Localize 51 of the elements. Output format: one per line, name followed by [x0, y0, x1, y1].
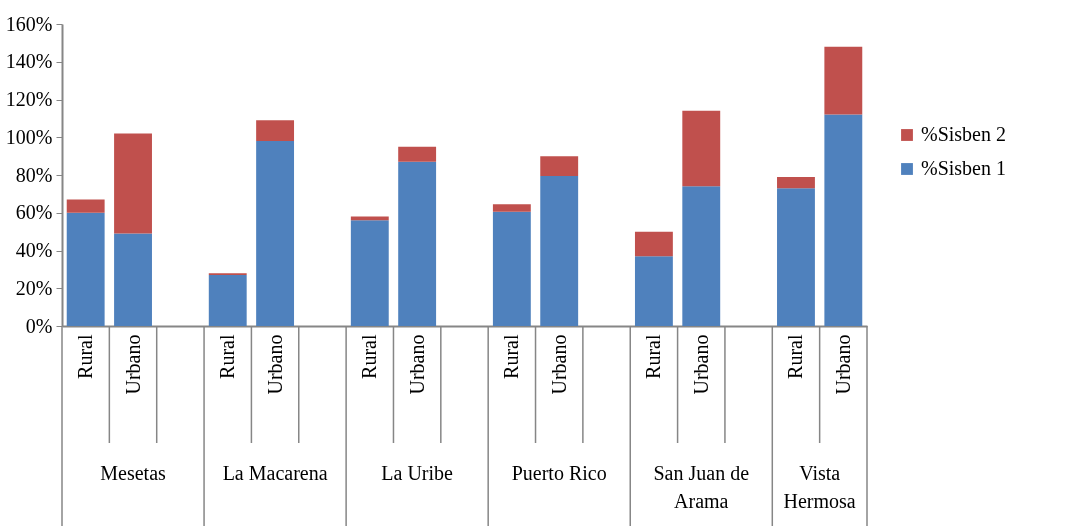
- y-tick-label: 0%: [25, 314, 53, 337]
- bar: [492, 204, 531, 212]
- bar: [398, 161, 437, 326]
- bar: [66, 199, 105, 213]
- y-tick-label: 60%: [15, 201, 53, 224]
- x-tick-label: Rural: [784, 334, 807, 379]
- bar: [66, 212, 105, 326]
- text: Mesetas: [100, 462, 167, 484]
- bar: [777, 188, 815, 326]
- bar: [256, 141, 295, 326]
- bar: [114, 133, 152, 234]
- x-tick-label: Rural: [74, 334, 97, 379]
- x-tick-label: Rural: [500, 334, 523, 379]
- y-tick-label: 40%: [15, 239, 53, 261]
- x-tick-label: Urbano: [263, 334, 286, 395]
- bar: [682, 186, 721, 326]
- y-tick-label: 120%: [5, 88, 53, 110]
- x-tick-label: Urbano: [689, 334, 712, 395]
- x-tick-label: Urbano: [547, 334, 570, 395]
- text: San Juan de Arama: [653, 462, 750, 512]
- bar: [634, 231, 673, 257]
- bar: [256, 120, 295, 142]
- bar: [540, 156, 579, 176]
- y-tick-label: 100%: [5, 125, 53, 148]
- x-tick-label: Rural: [216, 334, 239, 379]
- y-tick-label: 80%: [15, 163, 53, 186]
- bar: [824, 114, 863, 326]
- y-tick-label: 20%: [15, 276, 53, 299]
- bar: [540, 175, 579, 326]
- text: La Uribe: [381, 462, 454, 484]
- x-tick-label: Urbano: [831, 334, 854, 395]
- text: Puerto Rico: [511, 462, 607, 484]
- bar: [114, 233, 152, 326]
- text: La Macarena: [222, 462, 328, 484]
- text: Vista Hermosa: [783, 462, 856, 512]
- bar: [682, 110, 721, 187]
- bar: [777, 176, 815, 189]
- y-tick-label: 160%: [5, 12, 53, 35]
- y-tick-label: 140%: [5, 50, 53, 73]
- bar: [824, 46, 863, 115]
- bar: [208, 275, 247, 326]
- bar: [350, 220, 389, 326]
- legend-label: %Sisben 2: [921, 123, 1006, 145]
- x-tick-label: Rural: [358, 334, 381, 379]
- x-tick-label: Urbano: [405, 334, 428, 395]
- legend-label: %Sisben 1: [921, 157, 1006, 179]
- x-tick-label: Urbano: [121, 334, 144, 395]
- bar: [634, 256, 673, 326]
- bar: [492, 211, 531, 326]
- bar: [398, 146, 437, 162]
- x-tick-label: Rural: [642, 334, 665, 379]
